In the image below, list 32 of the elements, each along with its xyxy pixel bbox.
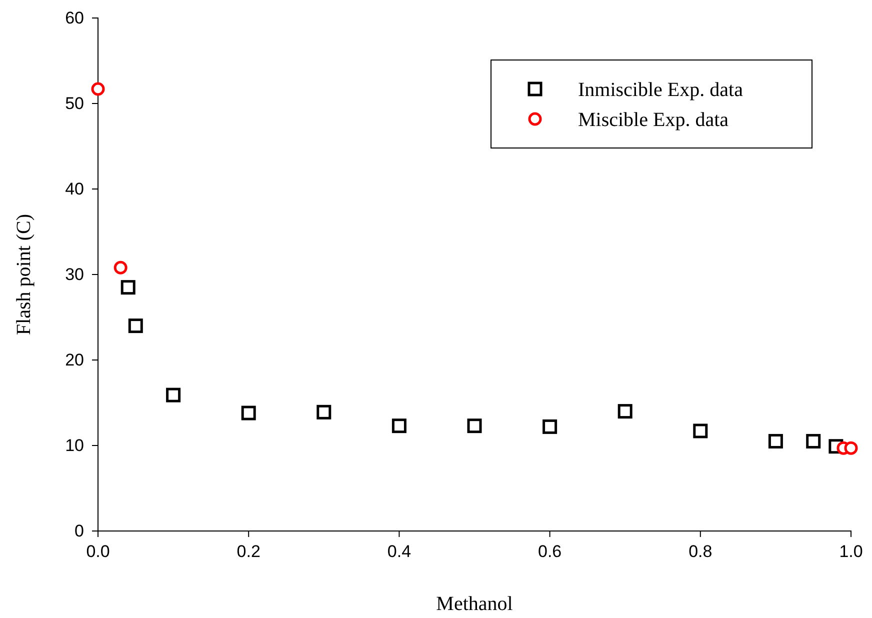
point	[844, 441, 858, 455]
point	[114, 260, 128, 274]
point	[120, 280, 136, 295]
x-tick-label: 0.0	[86, 542, 110, 562]
point	[693, 424, 708, 438]
x-axis-title: Methanol	[436, 593, 514, 615]
point	[128, 318, 143, 334]
point	[392, 418, 406, 434]
y-tick-label: 0	[74, 521, 84, 540]
y-axis-title: Flash point (C)	[13, 214, 35, 336]
y-tick-label: 10	[65, 436, 84, 455]
point	[467, 418, 482, 434]
point	[768, 434, 783, 448]
point	[806, 434, 821, 448]
y-tick-label: 30	[65, 264, 84, 284]
legend-label: Miscible Exp. data	[578, 109, 729, 131]
point	[316, 404, 332, 420]
point	[166, 388, 181, 402]
y-tick-label: 20	[65, 350, 84, 370]
legend-label: Inmiscible Exp. data	[578, 79, 744, 101]
x-tick-label: 0.4	[387, 542, 412, 562]
x-tick-label: 1.0	[839, 542, 863, 562]
point	[91, 82, 105, 96]
x-tick-label: 0.8	[688, 542, 712, 562]
point	[618, 404, 632, 419]
y-tick-label: 50	[65, 94, 84, 113]
x-tick-label: 0.2	[236, 542, 260, 562]
y-tick-label: 40	[65, 179, 84, 198]
point	[542, 419, 558, 434]
point	[241, 406, 256, 420]
y-tick-label: 60	[65, 8, 84, 28]
x-tick-label: 0.6	[538, 542, 562, 562]
